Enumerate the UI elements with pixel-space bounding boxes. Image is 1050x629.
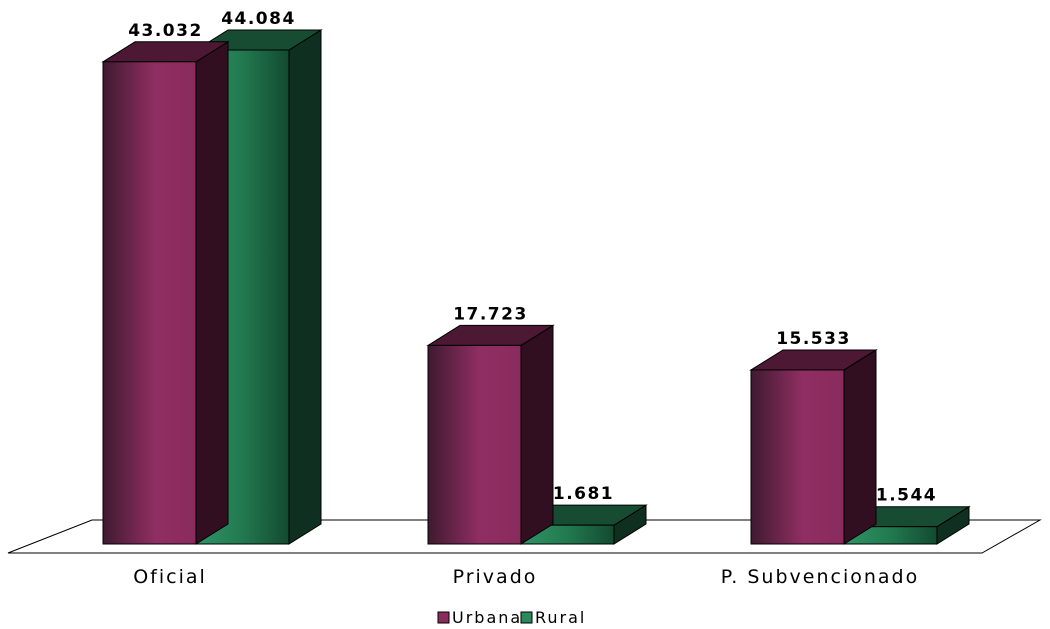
category-label-2: Privado — [453, 566, 538, 588]
bar-urbana-2 — [426, 324, 555, 545]
value-label-urbana-3: 15.533 — [776, 329, 851, 349]
bar-urbana-3 — [749, 349, 878, 545]
legend: Urbana Rural — [437, 608, 586, 627]
legend-swatch-rural — [520, 611, 533, 624]
legend-label-urbana: Urbana — [452, 608, 522, 627]
value-labels-layer: 43.032 44.084 17.723 1.681 15.533 1.544 — [128, 9, 937, 506]
bar-urbana-1 — [101, 40, 230, 545]
legend-item-rural: Rural — [520, 608, 586, 627]
legend-label-rural: Rural — [535, 608, 586, 627]
value-label-rural-3: 1.544 — [876, 486, 937, 506]
value-label-rural-1: 44.084 — [221, 9, 296, 29]
legend-item-urbana: Urbana — [437, 608, 522, 627]
legend-swatch-urbana — [437, 611, 450, 624]
value-label-urbana-1: 43.032 — [128, 21, 203, 41]
category-label-1: Oficial — [133, 566, 207, 588]
category-label-3: P. Subvencionado — [721, 566, 919, 588]
category-labels-layer: Oficial Privado P. Subvencionado — [133, 566, 919, 588]
value-label-rural-2: 1.681 — [553, 484, 614, 504]
bars-layer — [101, 29, 971, 545]
value-label-urbana-2: 17.723 — [453, 304, 528, 324]
